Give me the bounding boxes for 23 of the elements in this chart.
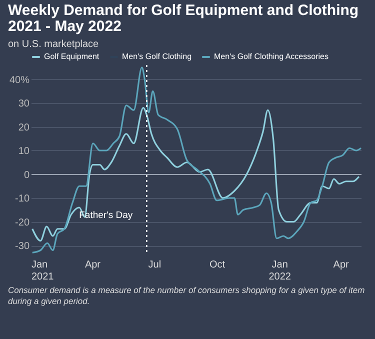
y-tick-label: -10 (15, 194, 30, 204)
ref-line-label: Father's Day (79, 210, 133, 221)
x-tick-label: Jul (148, 260, 162, 270)
legend-label: Men's Golf Clothing (122, 52, 192, 61)
chart-title: Weekly Demand for Golf Equipment and Clothing 2021 - May 2022 (7, 1, 360, 35)
chart-subtitle: on U.S. marketplace (7, 38, 100, 50)
x-tick-label: Apr (333, 260, 350, 270)
y-tick-label: 0 (24, 170, 30, 181)
y-tick-label: 20 (18, 122, 30, 134)
x-tick-label: Apr (84, 260, 102, 270)
legend-label: Golf Equipment (44, 52, 100, 61)
y-tick-label: 40% (9, 74, 30, 86)
x-tick-label: Jan 2021 (32, 260, 54, 282)
y-tick-label: 10 (18, 146, 30, 157)
text: Consumer demand is a measure of the number of consumers shopping for a given type of item during a given period. (7, 284, 366, 307)
y-tick-label: -20 (15, 217, 30, 228)
y-tick-label: 30 (18, 98, 30, 110)
line-series (32, 106, 360, 242)
legend-label: Men's Golf Clothing Accessories (214, 52, 328, 61)
y-tick-label: -30 (15, 241, 30, 252)
x-tick-label: Jan 2022 (268, 260, 292, 282)
x-tick-label: Oct (209, 260, 226, 270)
line-series (32, 66, 362, 254)
